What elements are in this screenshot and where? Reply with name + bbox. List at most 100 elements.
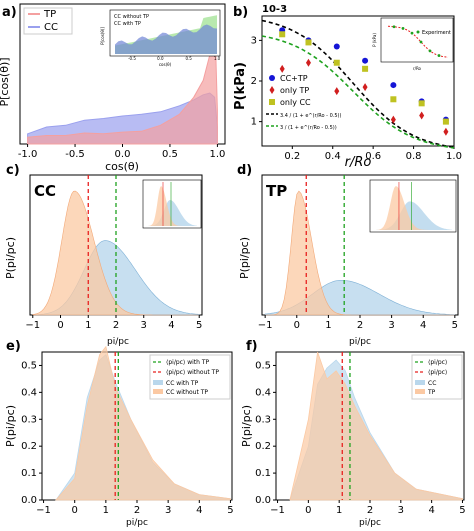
xtick-label: 0 xyxy=(72,505,78,516)
panel-b-inset-xlabel: r/Ro xyxy=(413,66,422,71)
xtick-label: 2 xyxy=(134,505,140,516)
inset-point xyxy=(392,25,396,29)
area-orange xyxy=(265,190,455,316)
panel-a-legend-cc: CC xyxy=(44,22,58,33)
panel-d-letter: d) xyxy=(237,163,252,178)
panel-e-xlabel: pi/pc xyxy=(126,518,148,528)
panel-c-inset-plot xyxy=(147,182,197,226)
point-cctp xyxy=(333,43,340,50)
inset-xtick-label: 1.0 xyxy=(214,56,221,61)
panel-c-label: CC xyxy=(34,182,56,200)
xtick-label: 4 xyxy=(428,505,434,516)
panel-b-legend-cc-marker xyxy=(269,99,275,105)
panel-f-xticks: −1 0 1 2 3 4 5 xyxy=(270,500,466,516)
xtick-label: 4 xyxy=(168,320,174,331)
panel-f: f) P(pi/pc) pi/pc 0.00.10.20.30.40.5 −1 0… xyxy=(240,339,466,528)
panel-e-legend-ccwithout: CC without TP xyxy=(166,389,208,396)
ytick-label: 0.5 xyxy=(255,360,271,371)
point-only-tp xyxy=(390,115,396,124)
xtick-label: −1 xyxy=(270,505,285,516)
panel-a-legend xyxy=(23,7,73,35)
panel-f-legend-red: ⟨pi/pc⟩ xyxy=(428,369,447,376)
point-only-cc xyxy=(442,118,449,125)
panel-d-inset-plot xyxy=(374,182,452,230)
ytick-label: 0.3 xyxy=(255,414,271,425)
xtick-label: 0.8 xyxy=(406,151,422,162)
inset-point xyxy=(419,40,423,44)
point-only-cc xyxy=(279,31,286,38)
xtick-label: 0 xyxy=(57,320,63,331)
panel-b-letter: b) xyxy=(233,5,248,20)
xtick-label: 0 xyxy=(305,505,311,516)
fit-curve-1 xyxy=(261,19,455,149)
xtick-label: 3 xyxy=(388,320,394,331)
inset-area-orange xyxy=(147,186,197,226)
point-only-tp xyxy=(362,83,368,92)
xtick-label: 3 xyxy=(398,505,404,516)
point-only-cc xyxy=(333,59,340,66)
panel-f-yticks: 0.0 0.1 0.2 0.3 0.4 0.5 xyxy=(255,360,276,506)
panel-e-legend-ccwith: CC with TP xyxy=(166,380,199,387)
xtick-label: 1 xyxy=(103,505,109,516)
panel-b: b) 10-3 P(kPa) r/Ro 123 0.2 0.4 0.6 0.8 1.0 … xyxy=(233,4,462,170)
panel-e: e) P(pi/pc) pi/pc 0.00.10.20.30.40.5 −1 0… xyxy=(4,339,234,528)
area-orange xyxy=(32,190,200,316)
ytick-label: 1 xyxy=(251,117,257,128)
panel-d: d) TP P(pi/pc) pi/pc −1 0 1 2 3 4 5 xyxy=(237,163,459,347)
ytick-label: 2 xyxy=(251,76,257,87)
ytick-label: 3 xyxy=(251,35,257,46)
panel-a-inset-ylabel: P[cos(θ)] xyxy=(100,27,105,45)
inset-xtick-label: -0.5 xyxy=(128,56,136,61)
panel-d-xticks: −1 0 1 2 3 4 5 xyxy=(258,315,458,331)
inset-area-orange xyxy=(374,186,452,230)
xtick-label: 2 xyxy=(367,505,373,516)
xtick-label: 3 xyxy=(165,505,171,516)
point-only-tp xyxy=(279,64,285,73)
panel-d-areas xyxy=(264,175,456,316)
xtick-label: 1.0 xyxy=(446,151,462,162)
panel-e-areas xyxy=(55,345,231,501)
panel-e-letter: e) xyxy=(6,339,21,354)
xtick-label: 1 xyxy=(85,320,91,331)
panel-d-xlabel: pi/pc xyxy=(349,337,371,347)
panel-a-inset-legend-0: CC without TP xyxy=(114,14,149,20)
inset-point xyxy=(437,54,441,57)
inset-xtick-label: 0.5 xyxy=(185,56,192,61)
xtick-label: 0.0 xyxy=(115,149,131,160)
panel-f-legend-tp: TP xyxy=(427,389,436,396)
xtick-label: 0 xyxy=(294,320,300,331)
xtick-label: 5 xyxy=(459,505,465,516)
inset-point xyxy=(401,27,405,30)
point-only-tp xyxy=(334,87,340,96)
xtick-label: 1 xyxy=(336,505,342,516)
xtick-label: −1 xyxy=(258,320,273,331)
xtick-label: -1.0 xyxy=(18,149,38,160)
ytick-label: 0.1 xyxy=(21,468,37,479)
panel-d-ylabel: P(pi/pc) xyxy=(238,237,251,279)
point-only-tp xyxy=(443,127,449,136)
panel-c-xticks: −1 0 1 2 3 4 5 xyxy=(25,315,202,331)
panel-c-ylabel: P(pi/pc) xyxy=(4,237,17,279)
panel-b-legend-tp: only TP xyxy=(280,86,309,95)
panel-b-points xyxy=(279,27,449,136)
panel-e-xticks: −1 0 1 2 3 4 5 xyxy=(36,500,234,516)
panel-f-ylabel: P(pi/pc) xyxy=(240,405,253,447)
inset-point xyxy=(410,31,414,35)
panel-a-legend-tp: TP xyxy=(43,9,56,20)
panel-d-label: TP xyxy=(266,182,287,200)
ytick-label: 0.5 xyxy=(21,360,37,371)
xtick-label: 0.4 xyxy=(325,151,341,162)
panel-f-areas xyxy=(289,351,463,501)
panel-e-legend-with: ⟨pi/pc⟩ with TP xyxy=(166,359,209,366)
panel-b-inset-legend: Experiment xyxy=(422,30,451,36)
panel-f-legend-cc: CC xyxy=(428,380,436,387)
panel-a-xticks: -1.0 -0.5 0.0 0.5 1.0 xyxy=(18,144,225,160)
xtick-label: 2 xyxy=(113,320,119,331)
ytick-label: 0.3 xyxy=(21,414,37,425)
panel-a-inset-xticks: -0.5 0.0 0.5 1.0 xyxy=(128,56,221,61)
panel-f-legend-green: ⟨pi/pc⟩ xyxy=(428,359,447,366)
xtick-label: 5 xyxy=(452,320,458,331)
ytick-label: 0.4 xyxy=(21,387,37,398)
panel-e-legend xyxy=(149,354,231,400)
